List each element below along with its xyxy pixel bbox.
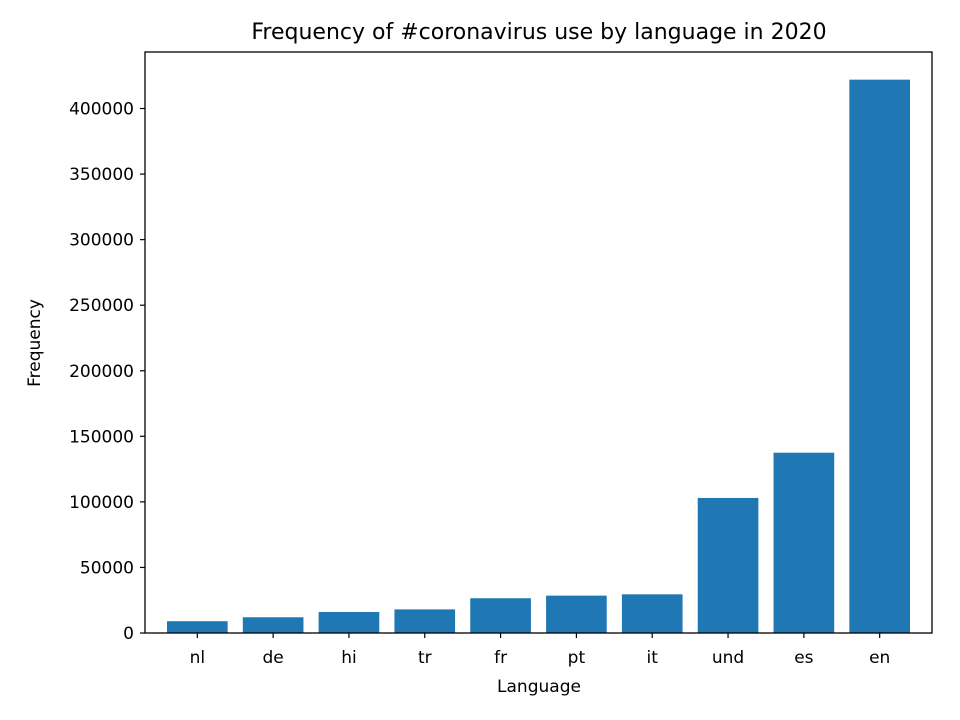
x-tick-label-und: und bbox=[712, 648, 744, 668]
y-tick-label-250000: 250000 bbox=[69, 296, 134, 316]
bar-it bbox=[621, 594, 683, 633]
bar-tr bbox=[394, 609, 456, 633]
y-tick-label-400000: 400000 bbox=[69, 100, 134, 120]
x-tick-label-fr: fr bbox=[494, 648, 507, 668]
y-axis: 0 50000 100000 150000 200000 250000 300000 3500… bbox=[69, 100, 145, 644]
bar-en bbox=[849, 79, 911, 633]
x-axis-label: Language bbox=[497, 677, 581, 697]
y-tick-label-50000: 50000 bbox=[80, 558, 134, 578]
x-tick-label-de: de bbox=[263, 648, 284, 668]
x-tick-label-en: en bbox=[869, 648, 890, 668]
x-tick-label-it: it bbox=[647, 648, 659, 668]
x-axis: nl de hi tr fr pt it und es en bbox=[190, 633, 890, 668]
x-tick-label-es: es bbox=[794, 648, 813, 668]
y-tick-label-100000: 100000 bbox=[69, 493, 134, 513]
bar-de bbox=[242, 617, 304, 633]
bar-pt bbox=[546, 595, 607, 633]
bar-nl bbox=[166, 621, 228, 633]
bar-es bbox=[773, 452, 835, 633]
y-tick-label-350000: 350000 bbox=[69, 165, 134, 185]
y-tick-label-200000: 200000 bbox=[69, 362, 134, 382]
bar-hi bbox=[318, 612, 380, 633]
y-tick-label-300000: 300000 bbox=[69, 231, 134, 251]
chart-title: Frequency of #coronavirus use by languag… bbox=[251, 20, 826, 45]
x-tick-label-nl: nl bbox=[190, 648, 206, 668]
x-tick-label-pt: pt bbox=[568, 648, 586, 668]
x-tick-label-tr: tr bbox=[418, 648, 432, 668]
x-tick-label-hi: hi bbox=[341, 648, 357, 668]
bar-und bbox=[697, 497, 759, 633]
y-tick-label-0: 0 bbox=[123, 624, 134, 644]
y-tick-label-150000: 150000 bbox=[69, 427, 134, 447]
bar-fr bbox=[470, 598, 531, 633]
plot-frame bbox=[144, 51, 933, 634]
bars-group bbox=[166, 79, 911, 633]
y-axis-label: Frequency bbox=[25, 299, 45, 387]
